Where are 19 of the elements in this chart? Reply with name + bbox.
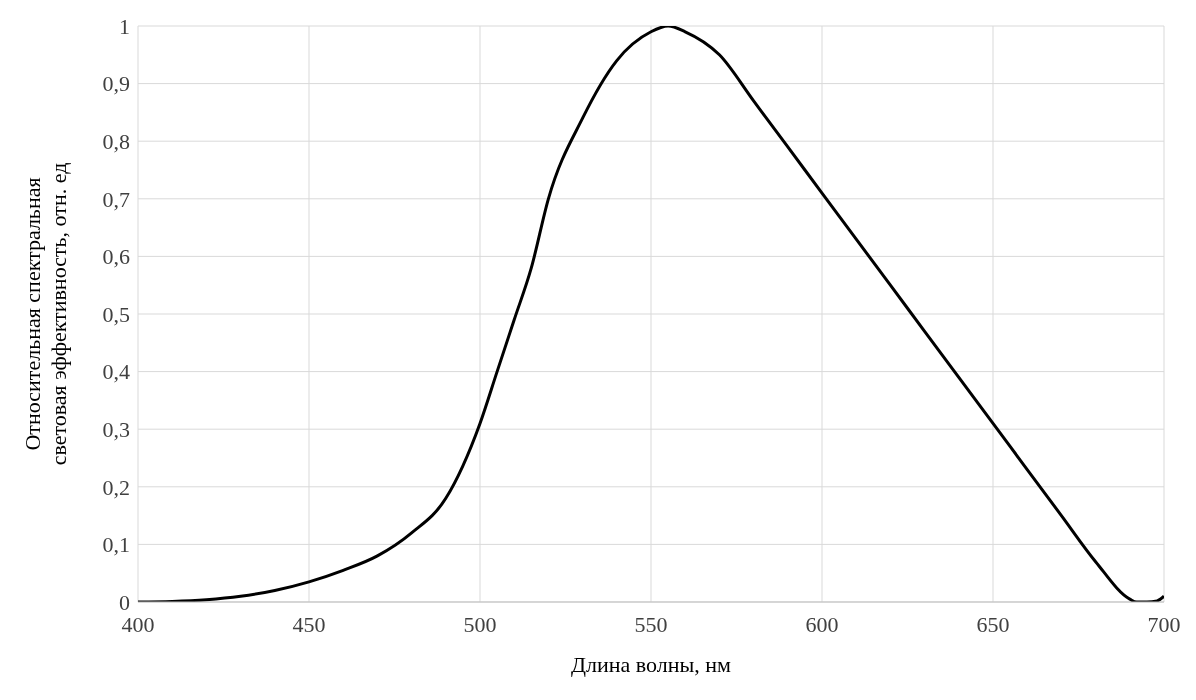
line-series xyxy=(138,26,1164,602)
y-tick-label: 0,3 xyxy=(102,417,130,443)
x-tick-label: 650 xyxy=(976,611,1010,637)
y-tick-label: 0,7 xyxy=(102,186,130,212)
y-tick-label: 0,4 xyxy=(102,359,130,385)
y-axis-title: Относительная спектральная световая эффективность, отн. ед xyxy=(20,162,71,466)
x-tick-label: 550 xyxy=(634,611,668,637)
y-tick-label: 0,5 xyxy=(102,301,130,327)
x-tick-label: 500 xyxy=(463,611,497,637)
y-tick-label: 1 xyxy=(119,13,130,39)
y-tick-label: 0,2 xyxy=(102,474,130,500)
x-axis-title: Длина волны, нм xyxy=(571,652,732,677)
y-tick-label: 0,9 xyxy=(102,71,130,97)
y-tick-label: 0,6 xyxy=(102,244,130,270)
y-tick-label: 0,1 xyxy=(102,532,130,558)
x-tick-label: 450 xyxy=(292,611,326,637)
x-tick-label: 700 xyxy=(1147,611,1181,637)
y-tick-label: 0,8 xyxy=(102,129,130,155)
x-tick-label: 600 xyxy=(805,611,839,637)
